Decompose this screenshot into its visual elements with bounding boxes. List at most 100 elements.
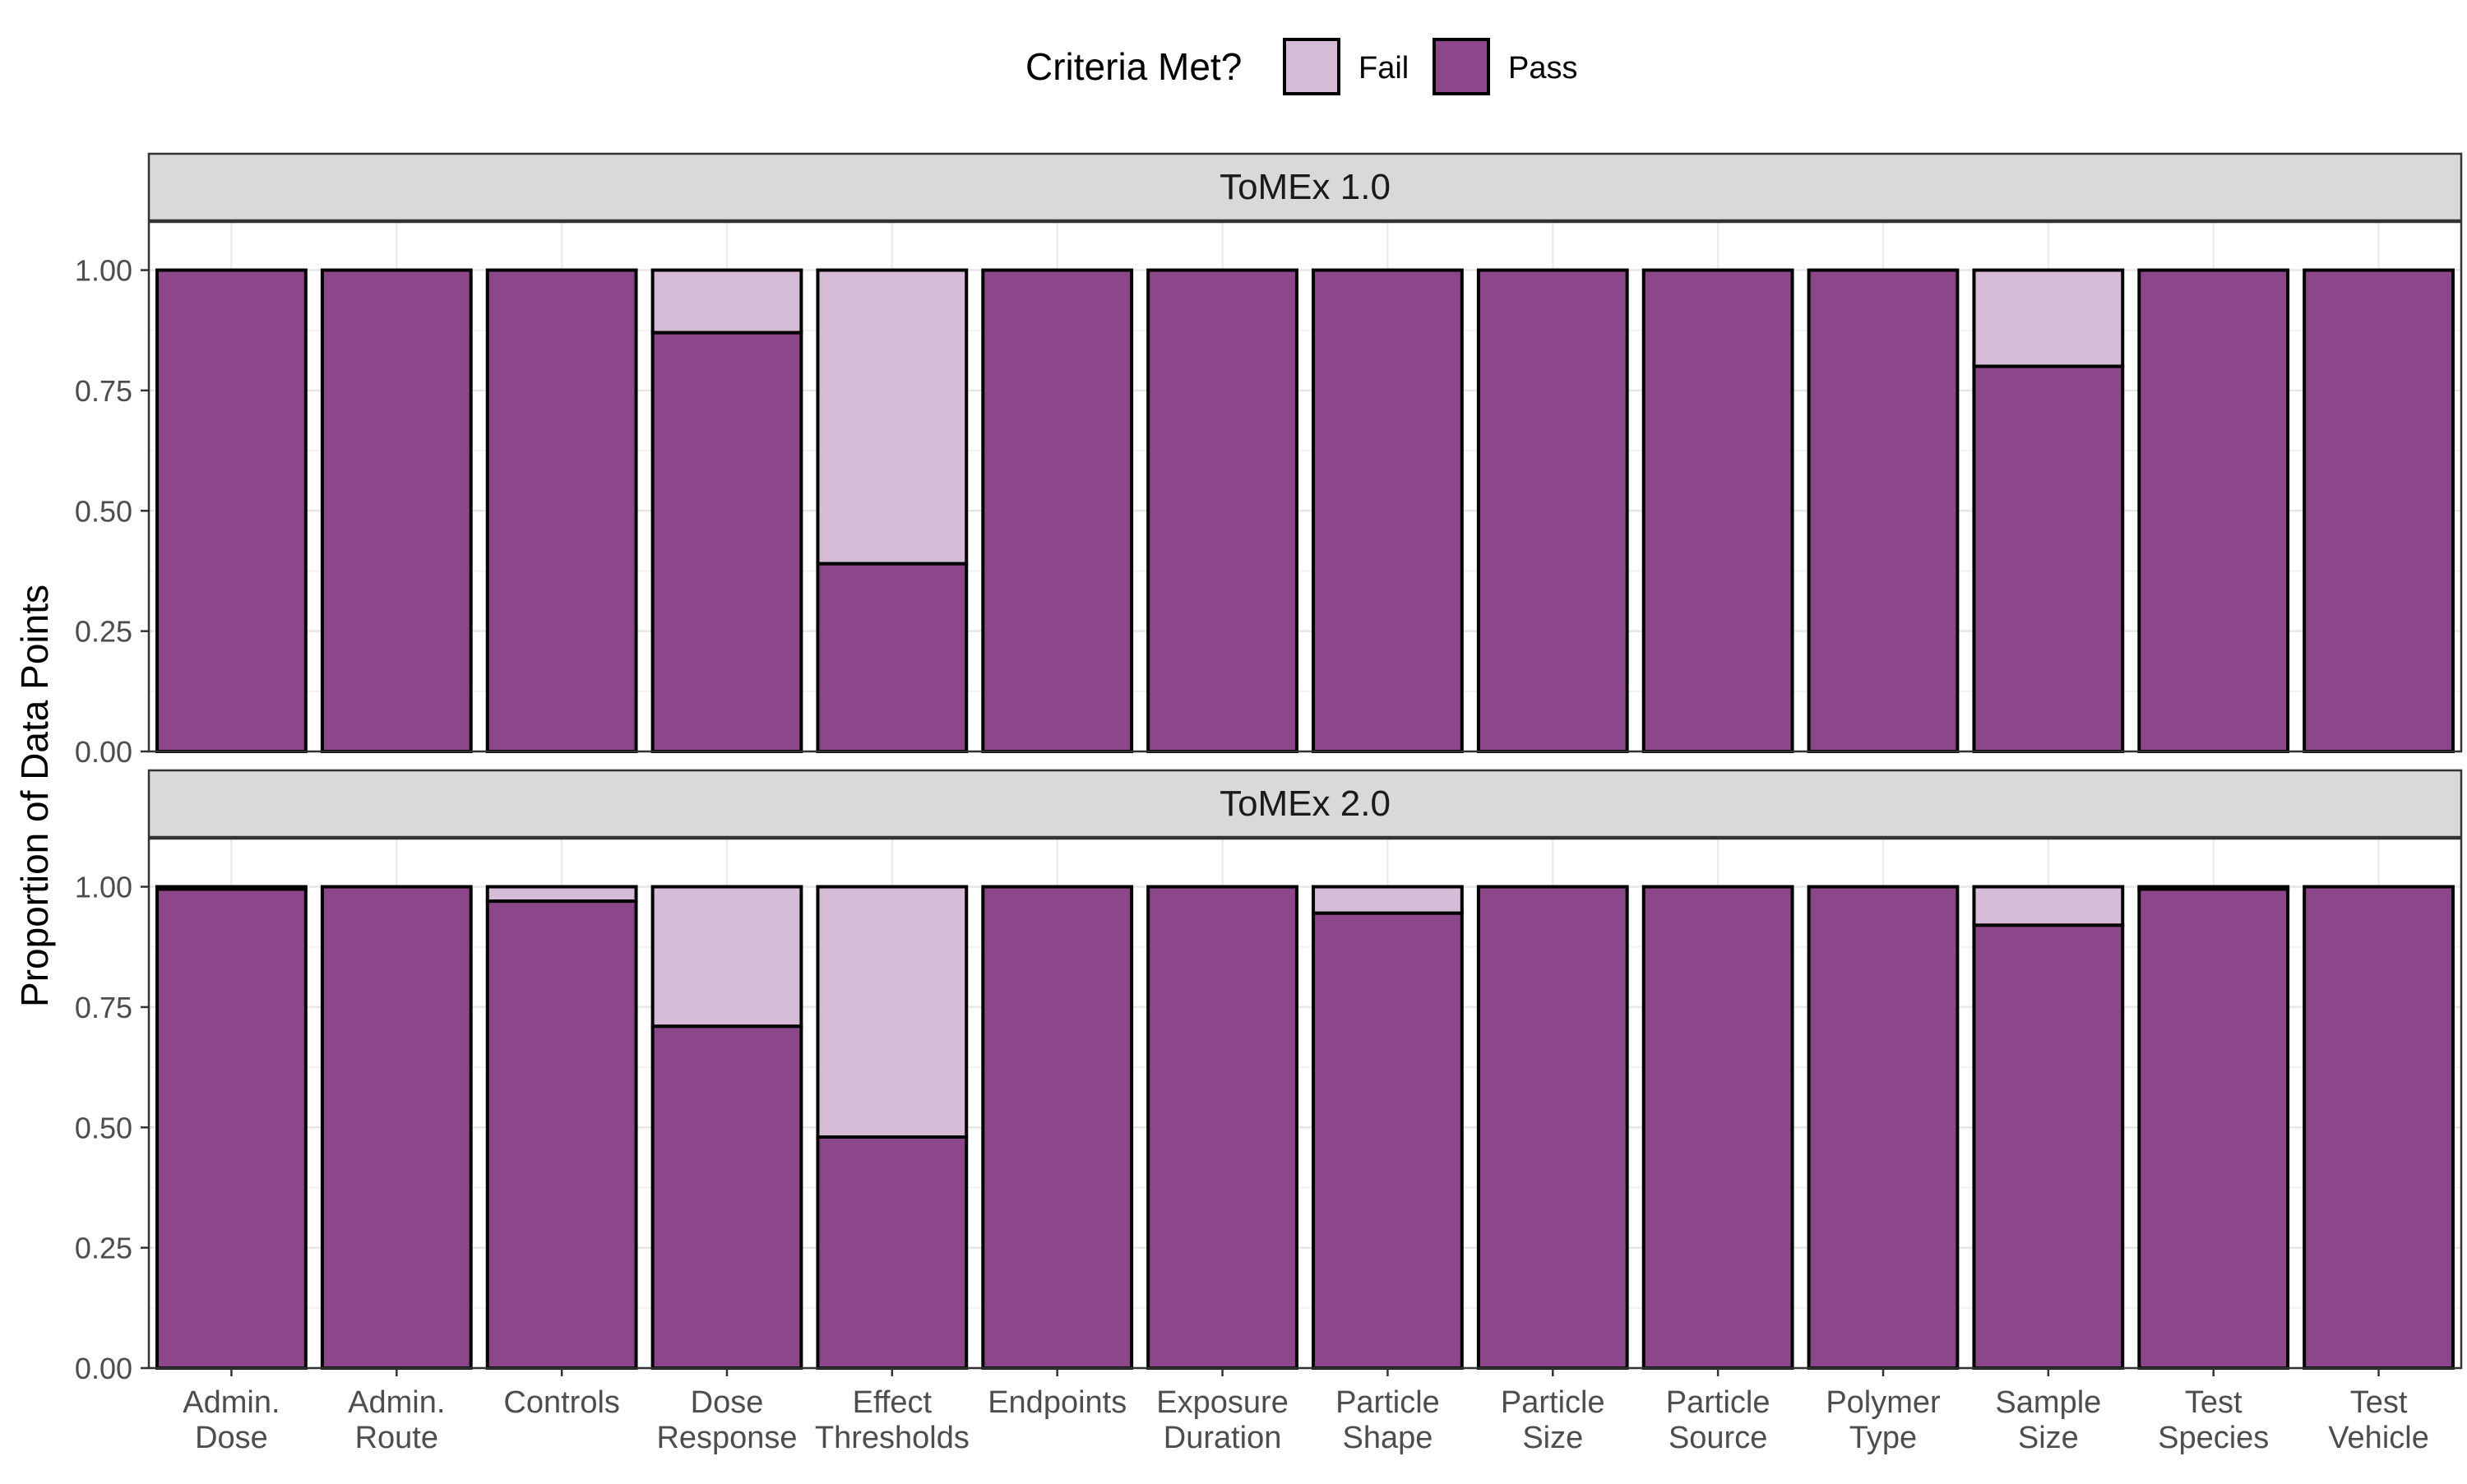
x-tick-label: Particle Size bbox=[1501, 1385, 1605, 1455]
y-tick-label: 0.50 bbox=[75, 494, 132, 528]
bar-pass-admin-route bbox=[320, 268, 473, 753]
panel-border bbox=[147, 220, 2463, 753]
x-tick-label: Test Vehicle bbox=[2328, 1385, 2429, 1455]
x-tick-label-line: Dose bbox=[691, 1385, 764, 1420]
y-tick-label: 0.25 bbox=[75, 615, 132, 649]
bar-fail-sample-size bbox=[1972, 268, 2125, 368]
x-tick-label-line: Source bbox=[1669, 1421, 1767, 1455]
x-tick-label-line: Sample bbox=[1995, 1385, 2101, 1420]
x-tick-label-line: Species bbox=[2158, 1421, 2269, 1455]
legend-title: Criteria Met? bbox=[1025, 45, 1242, 88]
bar-pass-particle-source bbox=[1641, 268, 1794, 753]
x-tick-label-line: Dose bbox=[195, 1421, 268, 1455]
bar-pass-effect-thresholds bbox=[816, 1135, 969, 1370]
bar-pass-controls bbox=[485, 268, 638, 753]
x-tick-label-line: Particle bbox=[1501, 1385, 1605, 1420]
x-tick-label-line: Size bbox=[2018, 1421, 2079, 1455]
bar-pass-controls bbox=[485, 899, 638, 1371]
x-tick-label-line: Duration bbox=[1164, 1421, 1282, 1455]
x-tick-label: Admin. Dose bbox=[183, 1385, 280, 1455]
bar-pass-test-species bbox=[2137, 268, 2290, 753]
panel-2: 0.00 0.25 0.50 0.75 1.00 ToMEx 2.0 bbox=[75, 769, 2463, 1385]
bar-pass-polymer-type bbox=[1807, 268, 1960, 753]
x-tick-label: Exposure Duration bbox=[1156, 1385, 1289, 1455]
bar-pass-admin-dose bbox=[155, 268, 308, 753]
y-axis-title: Proportion of Data Points bbox=[13, 585, 56, 1007]
x-tick-label-line: Thresholds bbox=[815, 1421, 970, 1455]
x-tick-label-line: Exposure bbox=[1156, 1385, 1289, 1420]
bar-pass-sample-size bbox=[1972, 364, 2125, 753]
x-tick-label-line: Endpoints bbox=[988, 1385, 1127, 1420]
bar-pass-admin-dose bbox=[155, 887, 308, 1371]
y-tick-label: 0.00 bbox=[75, 1352, 132, 1385]
x-tick-label-line: Type bbox=[1849, 1421, 1917, 1455]
bar-pass-polymer-type bbox=[1807, 885, 1960, 1370]
bar-fail-effect-thresholds bbox=[816, 885, 969, 1139]
facet-strip-label: ToMEx 1.0 bbox=[1220, 167, 1391, 207]
facet-strip bbox=[147, 152, 2463, 222]
x-tick-label: Particle Shape bbox=[1335, 1385, 1440, 1455]
x-tick-label-line: Vehicle bbox=[2328, 1421, 2429, 1455]
x-tick-label: Polymer Type bbox=[1826, 1385, 1941, 1455]
legend-label-fail: Fail bbox=[1358, 51, 1409, 86]
y-tick-label: 0.75 bbox=[75, 374, 132, 408]
bar-pass-sample-size bbox=[1972, 923, 2125, 1370]
bar-pass-admin-route bbox=[320, 885, 473, 1370]
legend: Criteria Met? Fail Pass bbox=[1025, 38, 1577, 95]
x-tick-label: Controls bbox=[503, 1385, 620, 1420]
legend-key-fail bbox=[1283, 38, 1340, 95]
bar-fail-sample-size bbox=[1972, 885, 2125, 927]
x-tick-label: Dose Response bbox=[656, 1385, 797, 1455]
bar-fail-effect-thresholds bbox=[816, 268, 969, 566]
bar-fail-controls bbox=[485, 885, 638, 904]
x-tick-label: Effect Thresholds bbox=[815, 1385, 970, 1455]
legend-label-pass: Pass bbox=[1508, 51, 1577, 86]
x-tick-label-line: Admin. bbox=[348, 1385, 445, 1420]
x-tick-label-line: Size bbox=[1522, 1421, 1583, 1455]
x-tick-label-line: Shape bbox=[1342, 1421, 1433, 1455]
x-tick-label-line: Particle bbox=[1335, 1385, 1440, 1420]
x-tick-label: Test Species bbox=[2158, 1385, 2269, 1455]
bar-pass-endpoints bbox=[981, 885, 1134, 1370]
bar-fail-particle-shape bbox=[1312, 885, 1464, 915]
bar-pass-particle-source bbox=[1641, 885, 1794, 1370]
bar-pass-exposure-duration bbox=[1146, 885, 1298, 1370]
x-tick-label: Endpoints bbox=[988, 1385, 1127, 1420]
y-tick-label: 1.00 bbox=[75, 871, 132, 904]
bar-fail-dose-response bbox=[650, 268, 803, 335]
bar-fail-dose-response bbox=[650, 885, 803, 1029]
x-tick-label-line: Response bbox=[656, 1421, 797, 1455]
y-tick-label: 0.50 bbox=[75, 1111, 132, 1144]
x-tick-label-line: Route bbox=[355, 1421, 438, 1455]
y-tick-label: 0.25 bbox=[75, 1232, 132, 1265]
x-tick-label: Particle Source bbox=[1666, 1385, 1770, 1455]
x-tick-label-line: Admin. bbox=[183, 1385, 280, 1420]
panel-1: 0.00 0.25 0.50 0.75 1.00 ToMEx 1.0 bbox=[75, 152, 2463, 769]
x-tick-label-line: Controls bbox=[503, 1385, 620, 1420]
y-tick-label: 0.00 bbox=[75, 735, 132, 769]
x-tick-label-line: Particle bbox=[1666, 1385, 1770, 1420]
panel-border bbox=[147, 837, 2463, 1370]
x-tick-label: Sample Size bbox=[1995, 1385, 2101, 1455]
x-tick-label-line: Effect bbox=[853, 1385, 933, 1420]
bar-pass-exposure-duration bbox=[1146, 268, 1298, 753]
x-tick-label: Admin. Route bbox=[348, 1385, 445, 1455]
bar-pass-effect-thresholds bbox=[816, 562, 969, 753]
bar-pass-test-species bbox=[2137, 887, 2290, 1371]
bar-pass-particle-size bbox=[1476, 268, 1629, 753]
bar-pass-test-vehicle bbox=[2303, 268, 2455, 753]
bar-pass-endpoints bbox=[981, 268, 1134, 753]
y-tick-label: 1.00 bbox=[75, 254, 132, 288]
bar-pass-dose-response bbox=[650, 1024, 803, 1370]
facet-strip bbox=[147, 769, 2463, 839]
bar-pass-particle-shape bbox=[1312, 911, 1464, 1370]
bar-pass-test-vehicle bbox=[2303, 885, 2455, 1370]
x-tick-label-line: Polymer bbox=[1826, 1385, 1941, 1420]
legend-key-pass bbox=[1433, 38, 1490, 95]
facet-strip-label: ToMEx 2.0 bbox=[1220, 784, 1391, 824]
bar-pass-dose-response bbox=[650, 331, 803, 753]
x-tick-label-line: Test bbox=[2350, 1385, 2408, 1420]
